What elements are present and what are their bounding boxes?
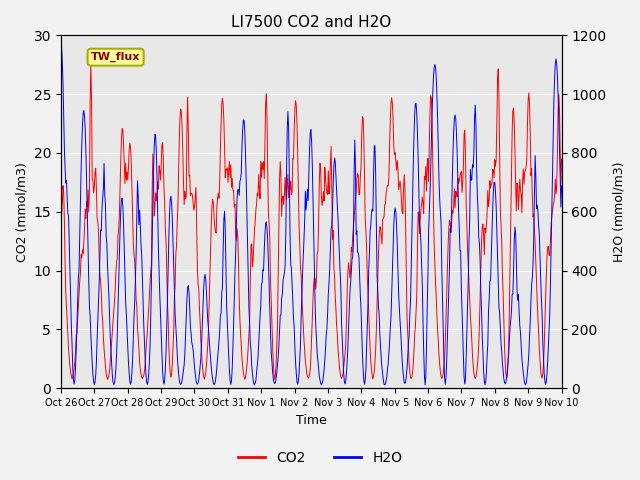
Y-axis label: H2O (mmol/m3): H2O (mmol/m3) (612, 162, 625, 262)
H2O (421, 382, 429, 388)
Legend: CO2, H2O: CO2, H2O (232, 445, 408, 471)
Line: CO2: CO2 (61, 64, 561, 379)
H2O (118, 196, 125, 202)
X-axis label: Time: Time (296, 414, 326, 427)
H2O (66, 268, 74, 274)
H2O (57, 39, 65, 45)
CO2 (169, 344, 177, 349)
CO2 (87, 61, 95, 67)
CO2 (57, 209, 65, 215)
Text: TW_flux: TW_flux (91, 52, 140, 62)
H2O (387, 325, 394, 331)
CO2 (118, 126, 126, 132)
Y-axis label: CO2 (mmol/m3): CO2 (mmol/m3) (15, 162, 28, 262)
CO2 (196, 306, 204, 312)
H2O (557, 182, 565, 188)
CO2 (388, 95, 396, 101)
CO2 (271, 376, 278, 382)
Line: H2O: H2O (61, 42, 561, 385)
CO2 (66, 363, 74, 369)
H2O (372, 171, 380, 177)
Title: LI7500 CO2 and H2O: LI7500 CO2 and H2O (231, 15, 392, 30)
H2O (168, 216, 176, 222)
H2O (195, 376, 203, 382)
CO2 (373, 301, 381, 307)
CO2 (557, 156, 565, 162)
